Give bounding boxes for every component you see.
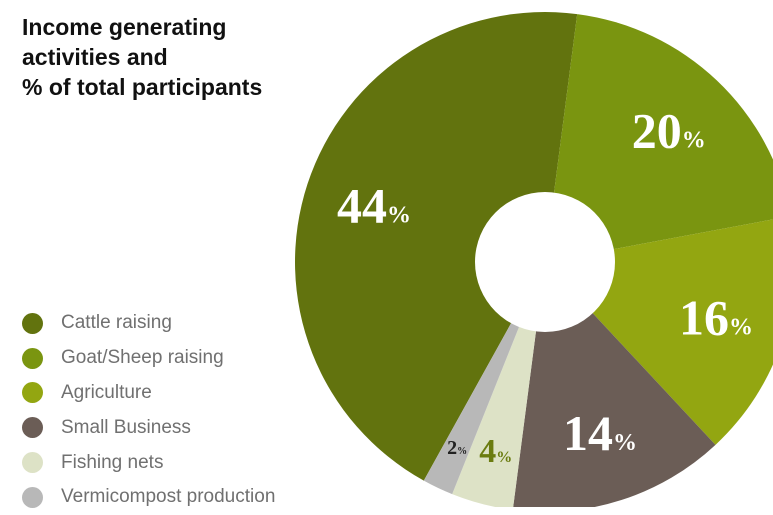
chart-title-line-3: % of total participants [22, 74, 263, 100]
legend-item-agriculture: Agriculture [22, 376, 275, 411]
legend-label-cattle-raising: Cattle raising [61, 312, 172, 334]
data-label-vermicompost-production: 2% [447, 437, 467, 459]
legend-label-fishing-nets: Fishing nets [61, 451, 164, 473]
legend-swatch-agriculture [22, 382, 43, 404]
legend-swatch-vermicompost-production [22, 486, 43, 508]
legend-swatch-cattle-raising [22, 312, 43, 334]
legend-label-agriculture: Agriculture [61, 381, 152, 403]
data-label-fishing-nets: 4% [479, 433, 512, 470]
legend-item-vermicompost-production: Vermicompost production [22, 480, 275, 515]
data-label-small-business: 14% [563, 405, 637, 461]
legend-label-vermicompost-production: Vermicompost production [61, 486, 276, 508]
legend-item-cattle-raising: Cattle raising [22, 306, 275, 341]
legend-label-small-business: Small Business [61, 416, 191, 438]
legend-item-fishing-nets: Fishing nets [22, 445, 275, 480]
data-label-agriculture: 16% [679, 290, 753, 346]
legend-swatch-fishing-nets [22, 452, 43, 474]
chart-title: Income generating activities and % of to… [22, 12, 262, 102]
legend-swatch-goat-sheep-raising [22, 347, 43, 369]
data-label-cattle-raising: 44% [337, 177, 411, 233]
chart-title-line-2: activities and [22, 44, 168, 70]
slice-goat-sheep-raising [545, 14, 773, 262]
data-label-goat-sheep-raising: 20% [632, 103, 706, 159]
legend-item-goat-sheep-raising: Goat/Sheep raising [22, 341, 275, 376]
legend-swatch-small-business [22, 417, 43, 439]
slice-cattle-raising [295, 11, 578, 481]
chart-legend: Cattle raising Goat/Sheep raising Agricu… [22, 306, 275, 515]
legend-label-goat-sheep-raising: Goat/Sheep raising [61, 347, 224, 369]
chart-title-line-1: Income generating [22, 14, 227, 40]
legend-item-small-business: Small Business [22, 410, 275, 445]
donut-hole [475, 192, 615, 332]
